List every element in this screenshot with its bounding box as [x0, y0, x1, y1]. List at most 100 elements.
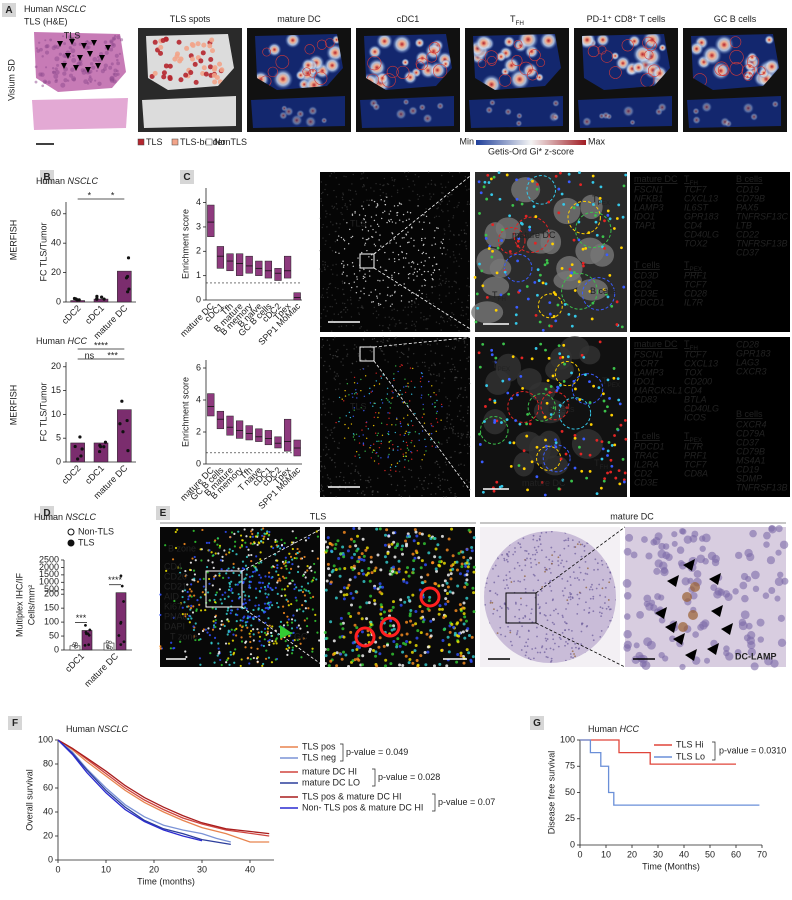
transcript-dot [435, 412, 438, 414]
stain-dot [276, 540, 279, 543]
nucleus-dot [502, 579, 505, 582]
stain-dot [190, 604, 193, 607]
nucleus-dot [566, 642, 569, 645]
transcript-dot [349, 189, 352, 192]
nucleus-dot [509, 577, 512, 580]
stain-dot [209, 652, 212, 655]
transcript-dot [327, 265, 329, 268]
nucleus-dot [562, 565, 565, 568]
nucleus-dot [538, 538, 541, 540]
stain-dot [455, 660, 459, 664]
stain-dot [359, 557, 363, 561]
transcript-dot [421, 239, 423, 242]
transcript-dot [356, 393, 358, 395]
stain-dot [204, 628, 207, 631]
stain-dot [329, 620, 333, 624]
he-texture [68, 46, 72, 50]
transcript-dot [492, 175, 496, 179]
nucleus [707, 551, 717, 561]
nucleus-dot [524, 549, 527, 552]
box [207, 204, 215, 237]
hotspot [622, 105, 635, 118]
transcript-dot [366, 249, 368, 252]
transcript-dot [441, 354, 443, 357]
gene-panel-bg [630, 172, 790, 332]
legend-marker [67, 539, 75, 547]
transcript-dot [468, 356, 470, 358]
stain-dot [463, 615, 467, 619]
transcript-dot [376, 295, 378, 297]
transcript-dot [330, 172, 333, 175]
transcript-dot [567, 180, 571, 184]
transcript-dot [361, 306, 364, 308]
transcript-dot [319, 249, 321, 252]
hotspot [436, 102, 445, 110]
transcript-dot [439, 488, 441, 490]
transcript-dot [377, 477, 379, 479]
stain-dot [391, 605, 395, 609]
transcript-dot [420, 317, 422, 319]
transcript-dot [544, 282, 548, 286]
stain-dot [426, 573, 430, 577]
transcript-dot [452, 215, 455, 217]
stain-dot [252, 616, 255, 619]
arrowhead [665, 621, 677, 633]
sample-dot [120, 584, 124, 588]
transcript-dot [377, 279, 379, 282]
stain-dot [178, 571, 182, 574]
zoom-box [205, 570, 243, 608]
gene-name: CD28 [684, 288, 707, 298]
nucleus-dot [596, 562, 599, 565]
transcript-dot [524, 214, 528, 218]
stain-dot [243, 528, 246, 531]
y-tick-label: 500 [44, 584, 59, 594]
stain-dot [225, 553, 228, 556]
transcript-dot [544, 348, 547, 352]
gene-name: TOX2 [684, 238, 707, 248]
stain-dot [275, 544, 278, 547]
nucleus-dot [572, 656, 574, 659]
stain-dot [223, 597, 226, 600]
transcript-dot [622, 184, 626, 188]
transcript-dot [335, 251, 337, 253]
sample-dot [105, 640, 109, 644]
nucleus-dot [501, 553, 503, 556]
stain-dot [419, 616, 423, 620]
stain-dot [247, 595, 251, 598]
transcript-dot [338, 183, 340, 186]
stain-dot [234, 540, 237, 543]
stain-dot [292, 541, 295, 544]
nucleus [738, 618, 747, 627]
stain-dot [446, 585, 450, 589]
transcript-dot [408, 347, 410, 350]
stain-dot [270, 588, 273, 591]
stain-dot [461, 630, 465, 634]
transcript-dot [497, 171, 501, 174]
he-texture [86, 81, 90, 85]
transcript-dot [452, 432, 454, 434]
transcript-dot [326, 296, 329, 299]
stain-dot [374, 654, 378, 658]
stain-dot [318, 639, 321, 642]
transcript-dot [468, 445, 471, 448]
transcript-dot [405, 441, 408, 444]
nucleus [713, 590, 722, 599]
label-main: T [492, 290, 498, 300]
transcript-dot [466, 285, 468, 287]
stain-dot [379, 607, 383, 611]
transcript-dot [418, 433, 420, 435]
he-texture [114, 34, 117, 38]
transcript-dot [468, 286, 471, 288]
transcript-dot [353, 273, 356, 275]
transcript-dot [350, 303, 353, 305]
he-texture [69, 55, 72, 58]
stain-dot [199, 663, 202, 666]
transcript-dot [491, 249, 494, 253]
survival-curve [57, 739, 270, 837]
nucleus-dot [571, 650, 574, 653]
transcript-dot [602, 479, 606, 483]
tls-spot [211, 72, 217, 78]
transcript-dot [372, 443, 375, 445]
transcript-dot [331, 205, 333, 207]
stain-dot [189, 594, 192, 597]
